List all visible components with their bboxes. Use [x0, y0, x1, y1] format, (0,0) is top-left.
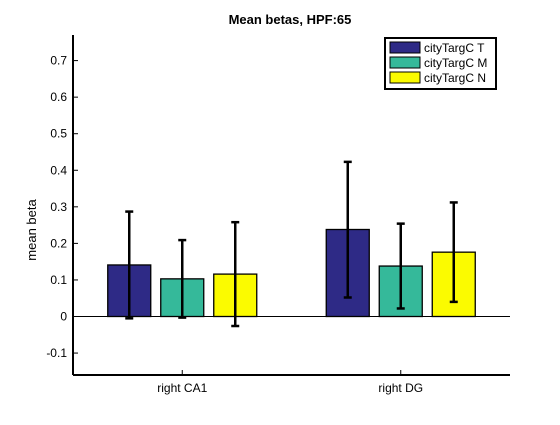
y-tick-label-1: -0.1 — [46, 346, 67, 360]
y-tick-label-6: 0.4 — [50, 163, 67, 177]
legend-label-3: cityTargC N — [424, 71, 486, 85]
x-tick-label-1: right CA1 — [157, 381, 207, 395]
legend-label-2: cityTargC M — [424, 56, 487, 70]
legend-swatch-2 — [389, 56, 421, 69]
y-tick-label-8: 0.6 — [50, 90, 67, 104]
y-tick-label-9: 0.7 — [50, 54, 67, 68]
y-tick-label-7: 0.5 — [50, 127, 67, 141]
legend-swatch-3 — [389, 71, 421, 84]
y-tick-label-5: 0.3 — [50, 200, 67, 214]
y-tick-label-2: 0 — [60, 310, 67, 324]
chart-title: Mean betas, HPF:65 — [229, 12, 352, 27]
plot-area — [73, 35, 510, 375]
legend-swatch-1 — [389, 41, 421, 54]
legend-label-1: cityTargC T — [424, 41, 485, 55]
y-tick-label-4: 0.2 — [50, 236, 67, 250]
y-tick-label-3: 0.1 — [50, 273, 67, 287]
x-tick-label-2: right DG — [378, 381, 423, 395]
y-axis-label: mean beta — [24, 199, 39, 261]
